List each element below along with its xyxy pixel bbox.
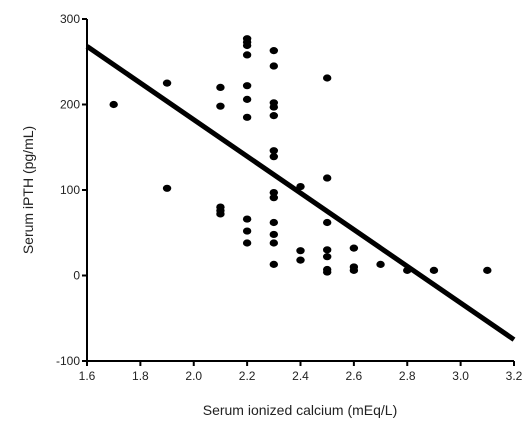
data-point [296,182,305,191]
data-point [429,266,439,274]
x-tick-label: 2.6 [346,369,363,383]
y-tick-label: 0 [73,269,80,283]
data-point [349,244,359,252]
data-point [242,51,252,59]
data-point [269,103,279,111]
data-point [322,218,332,227]
x-tick-label: 3.2 [506,369,523,383]
data-point [269,194,279,202]
x-axis-title: Serum ionized calcium (mEq/L) [203,402,398,418]
data-point [216,210,225,218]
data-point [269,260,279,268]
data-point [242,82,252,90]
y-tick-label: -100 [56,354,80,368]
x-tick-label: 3.0 [452,369,469,383]
data-point [216,102,225,110]
data-point [269,218,279,227]
data-point [322,174,332,182]
data-point [322,268,332,276]
data-point [269,62,279,70]
data-point [269,239,279,247]
data-point [322,253,332,261]
x-tick-label: 1.6 [79,369,96,383]
data-point [269,153,279,161]
data-point [349,266,359,274]
data-point [242,227,252,235]
data-point [242,41,252,50]
x-tick-label: 1.8 [132,369,149,383]
data-point [269,188,279,197]
y-tick-label: 200 [60,98,80,112]
regression-line [85,44,516,342]
data-point [162,79,172,87]
data-point [162,184,172,192]
data-points [109,35,492,276]
data-point [242,239,252,247]
data-point [216,83,225,91]
data-point [269,147,279,155]
data-point [483,266,492,274]
data-point [109,100,118,109]
data-point [376,260,385,268]
x-tick-label: 2.2 [239,369,256,383]
data-point [322,246,332,254]
y-axis-title: Serum iPTH (pg/mL) [20,126,36,254]
y-tick-label: 100 [60,183,80,197]
data-point [296,247,305,255]
data-point [269,47,279,55]
data-point [296,256,305,264]
data-point [322,74,332,82]
x-tick-label: 2.4 [292,369,309,383]
x-tick-label: 2.0 [185,369,202,383]
trendline-group [85,44,516,342]
x-tick-label: 2.8 [399,369,416,383]
y-tick-label: 300 [60,12,80,26]
data-point [242,95,252,103]
data-point [269,230,279,239]
y-ticks: -100 0 100 200 300 [56,12,87,368]
data-point [403,266,412,274]
data-point [242,113,252,121]
data-point [242,215,252,223]
x-ticks: 1.6 1.8 2.0 2.2 2.4 2.6 2.8 3.0 3.2 [79,361,523,383]
data-point [269,112,279,120]
